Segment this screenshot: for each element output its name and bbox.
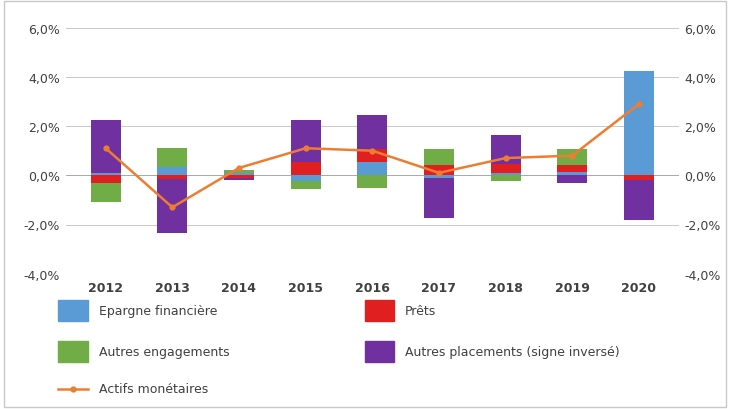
Bar [158, 176, 188, 180]
Bar [357, 150, 388, 162]
Bar [91, 121, 120, 173]
Bar [491, 135, 520, 165]
Text: Epargne financière: Epargne financière [99, 304, 217, 317]
Bar [424, 176, 454, 178]
Actifs monétaires [368, 149, 377, 154]
Bar [91, 183, 120, 203]
Bar [357, 176, 388, 188]
Text: Actifs monétaires: Actifs monétaires [99, 382, 208, 395]
Text: Autres placements (signe inversé): Autres placements (signe inversé) [405, 345, 620, 358]
Bar [224, 171, 254, 173]
Bar [158, 167, 188, 176]
Bar [491, 173, 520, 176]
Bar [491, 165, 520, 173]
Actifs monétaires [634, 102, 643, 107]
Bar [224, 176, 254, 178]
Actifs monétaires [168, 205, 177, 210]
Bar [291, 121, 320, 162]
Line: Actifs monétaires: Actifs monétaires [103, 102, 642, 210]
Bar [424, 166, 454, 176]
Bar [557, 150, 587, 166]
Bar [224, 178, 254, 181]
Bar [557, 176, 587, 183]
Bar [357, 162, 388, 176]
Bar [158, 180, 188, 234]
Bar [224, 173, 254, 176]
Actifs monétaires [568, 154, 577, 159]
Bar [291, 162, 320, 176]
Actifs monétaires [234, 166, 243, 171]
Bar [624, 176, 654, 181]
Bar [424, 150, 454, 166]
Text: Prêts: Prêts [405, 304, 437, 317]
Bar [624, 181, 654, 220]
Actifs monétaires [301, 146, 310, 151]
Bar [424, 178, 454, 219]
Bar [91, 176, 120, 183]
Bar [557, 166, 587, 172]
Text: Autres engagements: Autres engagements [99, 345, 229, 358]
Bar [624, 72, 654, 176]
Bar [158, 149, 188, 167]
Actifs monétaires [502, 156, 510, 161]
Bar [557, 172, 587, 176]
Actifs monétaires [101, 146, 110, 151]
Bar [357, 116, 388, 150]
Bar [491, 176, 520, 182]
Bar [291, 176, 320, 182]
Bar [91, 173, 120, 176]
Actifs monétaires [434, 171, 443, 176]
Bar [291, 182, 320, 189]
